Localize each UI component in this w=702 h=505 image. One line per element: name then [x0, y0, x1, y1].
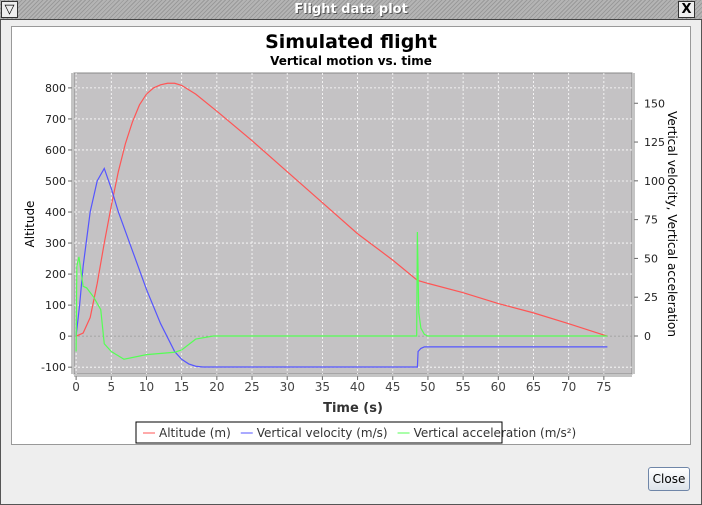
- close-button[interactable]: Close: [648, 467, 690, 491]
- y-tick-label-left: 800: [45, 82, 66, 95]
- x-tick-label: 35: [315, 380, 330, 394]
- x-icon: X: [681, 2, 692, 17]
- chart-title: Simulated flight: [265, 31, 437, 53]
- y-tick-label-right: 125: [644, 136, 665, 149]
- y-tick-label-right: 25: [644, 291, 658, 304]
- series-line-2: [75, 232, 608, 360]
- y-tick-label-left: 500: [45, 175, 66, 188]
- x-tick-label: 70: [561, 380, 576, 394]
- chart-subtitle: Vertical motion vs. time: [270, 54, 432, 68]
- legend-label-0: Altitude (m): [159, 426, 231, 440]
- x-tick-label: 60: [491, 380, 506, 394]
- x-tick-label: 0: [72, 380, 80, 394]
- title-bar: ▽ Flight data plot X: [0, 0, 702, 20]
- x-tick-label: 50: [420, 380, 435, 394]
- window-close-button[interactable]: X: [678, 1, 695, 18]
- y-tick-label-left: 600: [45, 144, 66, 157]
- y-tick-label-left: 300: [45, 237, 66, 250]
- x-tick-label: 20: [209, 380, 224, 394]
- y-axis-label-right: Vertical velocity, Vertical acceleration: [665, 111, 679, 337]
- window-menu-button[interactable]: ▽: [1, 1, 18, 18]
- series-line-1: [75, 166, 608, 368]
- x-tick-label: 75: [596, 380, 611, 394]
- x-tick-label: 65: [526, 380, 541, 394]
- x-tick-label: 5: [107, 380, 115, 394]
- y-axis-label-left: Altitude: [23, 201, 37, 248]
- y-tick-label-right: 150: [644, 97, 665, 110]
- x-axis-label: Time (s): [323, 401, 383, 416]
- series-line-0: [75, 82, 608, 337]
- y-tick-label-right: 100: [644, 175, 665, 188]
- plot-area: [73, 72, 633, 375]
- x-tick-label: 45: [385, 380, 400, 394]
- legend-label-2: Vertical acceleration (m/s²): [414, 426, 577, 440]
- y-tick-label-left: 100: [45, 299, 66, 312]
- y-tick-label-left: 200: [45, 268, 66, 281]
- y-tick-label-left: 0: [59, 330, 66, 343]
- y-tick-label-left: 700: [45, 113, 66, 126]
- window-title: Flight data plot: [294, 2, 408, 17]
- legend: Altitude (m) Vertical velocity (m/s) Verti…: [135, 421, 577, 444]
- x-tick-label: 55: [455, 380, 470, 394]
- triangle-down-icon: ▽: [4, 2, 15, 17]
- y-tick-label-left: -100: [41, 361, 66, 374]
- x-tick-label: 10: [139, 380, 154, 394]
- y-tick-label-left: 400: [45, 206, 66, 219]
- y-tick-label-right: 75: [644, 214, 658, 227]
- x-tick-label: 25: [244, 380, 259, 394]
- legend-label-1: Vertical velocity (m/s): [257, 426, 388, 440]
- x-tick-label: 40: [350, 380, 365, 394]
- y-tick-label-right: 50: [644, 252, 658, 265]
- y-tick-label-right: 0: [644, 330, 651, 343]
- x-tick-label: 30: [280, 380, 295, 394]
- x-tick-label: 15: [174, 380, 189, 394]
